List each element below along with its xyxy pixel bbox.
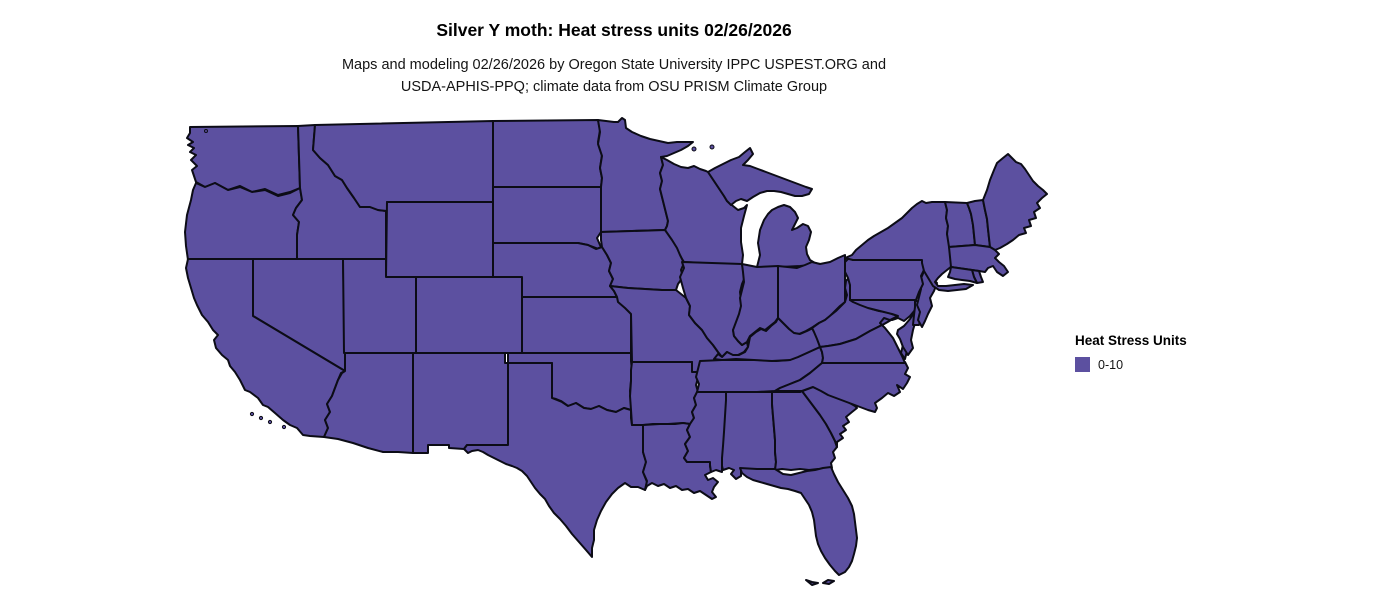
state-wyoming — [385, 201, 494, 278]
lake-superior-island-icon — [709, 144, 715, 150]
state-pennsylvania — [844, 257, 926, 301]
san-juan-island-icon — [204, 129, 208, 133]
map-subtitle: Maps and modeling 02/26/2026 by Oregon S… — [0, 54, 1228, 98]
channel-island-icon — [267, 419, 273, 425]
channel-island-icon — [281, 424, 287, 430]
state-new-mexico — [412, 352, 509, 454]
channel-island-icon — [249, 411, 255, 417]
state-maine — [982, 153, 1048, 251]
state-alabama — [721, 391, 777, 480]
state-washington — [186, 125, 301, 196]
legend: Heat Stress Units 0-10 — [1075, 333, 1187, 372]
legend-title: Heat Stress Units — [1075, 333, 1187, 348]
state-kentucky — [713, 317, 821, 362]
state-north-carolina — [774, 361, 911, 413]
channel-island-icon — [258, 415, 264, 421]
state-iowa — [600, 229, 685, 291]
state-north-dakota — [492, 119, 603, 188]
state-arizona — [323, 352, 414, 454]
map-title: Silver Y moth: Heat stress units 02/26/2… — [436, 20, 792, 40]
legend-item-label: 0-10 — [1098, 357, 1124, 372]
state-texas — [463, 362, 648, 558]
map-subtitle-line2: USDA-APHIS-PPQ; climate data from OSU PR… — [400, 79, 828, 95]
legend-swatch-icon — [1075, 357, 1090, 372]
legend-item: 0-10 — [1075, 357, 1187, 372]
lake-superior-island-icon — [691, 146, 697, 152]
state-oregon — [184, 182, 303, 261]
state-connecticut — [947, 266, 978, 284]
state-wisconsin — [659, 156, 748, 265]
state-colorado — [415, 276, 523, 354]
state-minnesota — [597, 117, 694, 233]
state-florida — [739, 466, 858, 586]
state-arkansas — [629, 361, 704, 426]
map-subtitle-line1: Maps and modeling 02/26/2026 by Oregon S… — [341, 57, 887, 73]
state-maryland — [849, 299, 917, 356]
state-kansas — [521, 296, 632, 354]
